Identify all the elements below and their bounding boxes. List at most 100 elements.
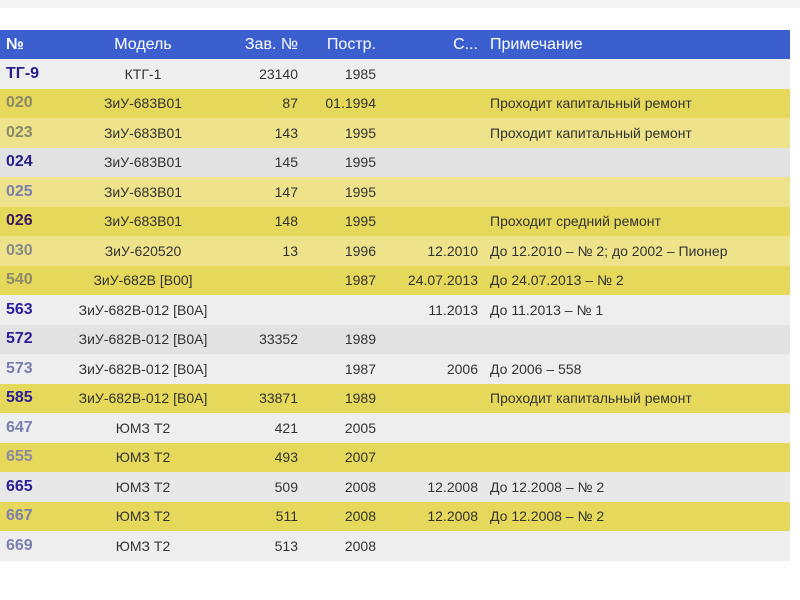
col-note[interactable]: Примечание bbox=[484, 30, 790, 59]
table-row: ТГ-9 КТГ-1 23140 1985 bbox=[0, 59, 790, 89]
cell-vehicle-number[interactable]: 647 bbox=[6, 418, 33, 436]
cell-model: ЗиУ-682В-012 [В0А] bbox=[78, 360, 208, 377]
table-row: 667 ЮМЗ Т2 511 2008 12.2008 До 12.2008 – № 2 bbox=[0, 501, 790, 531]
cell-vehicle-number[interactable]: ТГ-9 bbox=[6, 64, 40, 82]
table-row: 026 ЗиУ-683В01 148 1995 Проходит средний рем… bbox=[0, 206, 790, 237]
cell-vehicle-number[interactable]: 020 bbox=[6, 94, 33, 112]
table-row: 572 ЗиУ-682В-012 [В0А] 33352 1989 bbox=[0, 324, 790, 355]
cell-since-date bbox=[382, 177, 484, 207]
col-number[interactable]: № bbox=[0, 30, 62, 59]
cell-serial-number: 87 bbox=[282, 95, 298, 112]
cell-since-date: 2006 bbox=[446, 360, 478, 377]
cell-since-date: 24.07.2013 bbox=[407, 272, 478, 289]
cell-model: ЗиУ-620520 bbox=[104, 242, 182, 259]
cell-model: ЮМЗ Т2 bbox=[115, 508, 171, 525]
table-row: 669 ЮМЗ Т2 513 2008 bbox=[0, 531, 790, 561]
cell-built-date: 1995 bbox=[344, 124, 376, 141]
cell-serial-number: 148 bbox=[274, 213, 298, 230]
cell-note bbox=[484, 148, 790, 178]
cell-vehicle-number[interactable]: 023 bbox=[6, 123, 33, 141]
cell-note bbox=[484, 413, 790, 443]
cell-model: ЮМЗ Т2 bbox=[115, 449, 171, 466]
cell-vehicle-number[interactable]: 585 bbox=[6, 389, 33, 407]
cell-vehicle-number[interactable]: 024 bbox=[6, 153, 33, 171]
cell-serial-number: 33871 bbox=[259, 390, 298, 407]
cell-note: До 2006 – 558 bbox=[490, 360, 582, 377]
cell-built-date: 1989 bbox=[344, 331, 376, 348]
col-serial[interactable]: Зав. № bbox=[224, 30, 304, 59]
cell-note: До 24.07.2013 – № 2 bbox=[490, 272, 624, 289]
cell-vehicle-number[interactable]: 540 bbox=[6, 271, 33, 289]
cell-built-date: 1995 bbox=[344, 183, 376, 200]
cell-note: До 12.2008 – № 2 bbox=[490, 508, 605, 525]
cell-built-date: 2008 bbox=[344, 537, 376, 554]
cell-model: ЗиУ-683В01 bbox=[103, 95, 183, 112]
cell-serial-number: 511 bbox=[275, 508, 298, 525]
cell-note: Проходит капитальный ремонт bbox=[490, 95, 692, 112]
cell-built-date bbox=[304, 295, 382, 325]
cell-since-date bbox=[382, 413, 484, 443]
cell-model: ЗиУ-682В-012 [В0А] bbox=[78, 390, 208, 407]
cell-since-date bbox=[382, 59, 484, 89]
cell-serial-number: 493 bbox=[274, 449, 298, 466]
cell-since-date bbox=[382, 443, 484, 473]
cell-serial-number: 13 bbox=[282, 242, 298, 259]
cell-serial-number bbox=[224, 354, 304, 384]
cell-vehicle-number[interactable]: 573 bbox=[6, 359, 33, 377]
cell-since-date bbox=[382, 325, 484, 355]
cell-model: ЗиУ-683В01 bbox=[103, 124, 183, 141]
cell-model: ЗиУ-683В01 bbox=[103, 154, 183, 171]
cell-model: ЗиУ-683В01 bbox=[103, 183, 183, 200]
cell-serial-number bbox=[224, 266, 304, 296]
cell-since-date bbox=[382, 531, 484, 561]
cell-serial-number: 421 bbox=[274, 419, 298, 436]
table-row: 025 ЗиУ-683В01 147 1995 bbox=[0, 177, 790, 207]
cell-vehicle-number[interactable]: 563 bbox=[6, 300, 33, 318]
cell-serial-number: 513 bbox=[274, 537, 298, 554]
cell-note: До 12.2008 – № 2 bbox=[490, 478, 605, 495]
page-top-strip bbox=[0, 0, 800, 8]
cell-note bbox=[484, 325, 790, 355]
cell-serial-number: 23140 bbox=[259, 65, 298, 82]
table-row: 030 ЗиУ-620520 13 1996 12.2010 До 12.2010 – №… bbox=[0, 236, 790, 266]
table-row: 023 ЗиУ-683В01 143 1995 Проходит капитальный… bbox=[0, 118, 790, 148]
cell-since-date: 12.2008 bbox=[427, 478, 478, 495]
cell-vehicle-number[interactable]: 572 bbox=[6, 330, 33, 348]
table-row: 655 ЮМЗ Т2 493 2007 bbox=[0, 442, 790, 473]
col-since[interactable]: С... bbox=[382, 30, 484, 59]
cell-model: ЗиУ-682В [В00] bbox=[93, 272, 193, 289]
cell-built-date: 2005 bbox=[344, 419, 376, 436]
cell-vehicle-number[interactable]: 669 bbox=[6, 536, 33, 554]
cell-built-date: 1987 bbox=[344, 360, 376, 377]
cell-serial-number bbox=[224, 295, 304, 325]
cell-vehicle-number[interactable]: 667 bbox=[6, 507, 33, 525]
cell-since-date bbox=[382, 148, 484, 178]
cell-built-date: 1989 bbox=[344, 390, 376, 407]
cell-model: КТГ-1 bbox=[124, 65, 162, 82]
cell-since-date: 11.2013 bbox=[428, 301, 478, 318]
cell-vehicle-number[interactable]: 655 bbox=[6, 448, 33, 466]
cell-note bbox=[484, 59, 790, 89]
vehicle-table: № Модель Зав. № Постр. С... Примечание Т… bbox=[0, 30, 790, 561]
cell-note: Проходит капитальный ремонт bbox=[490, 124, 692, 141]
cell-built-date: 1995 bbox=[344, 154, 376, 171]
cell-built-date: 1995 bbox=[344, 213, 376, 230]
cell-serial-number: 33352 bbox=[259, 331, 298, 348]
cell-vehicle-number[interactable]: 030 bbox=[6, 241, 33, 259]
table-row: 665 ЮМЗ Т2 509 2008 12.2008 До 12.2008 – № 2 bbox=[0, 472, 790, 502]
cell-since-date bbox=[382, 89, 484, 119]
cell-built-date: 1985 bbox=[344, 65, 376, 82]
cell-note: Проходит капитальный ремонт bbox=[490, 390, 692, 407]
col-model[interactable]: Модель bbox=[62, 30, 224, 59]
cell-since-date bbox=[382, 207, 484, 237]
cell-model: ЗиУ-682В-012 [В0А] bbox=[78, 331, 208, 348]
cell-built-date: 01.1994 bbox=[325, 95, 376, 112]
cell-serial-number: 143 bbox=[274, 124, 298, 141]
cell-vehicle-number[interactable]: 665 bbox=[6, 477, 33, 495]
cell-vehicle-number[interactable]: 025 bbox=[6, 182, 33, 200]
table-row: 573 ЗиУ-682В-012 [В0А] 1987 2006 До 2006 – 5… bbox=[0, 354, 790, 384]
cell-built-date: 2007 bbox=[344, 449, 376, 466]
col-built[interactable]: Постр. bbox=[304, 30, 382, 59]
table-header: № Модель Зав. № Постр. С... Примечание bbox=[0, 30, 790, 59]
cell-vehicle-number[interactable]: 026 bbox=[6, 212, 33, 230]
